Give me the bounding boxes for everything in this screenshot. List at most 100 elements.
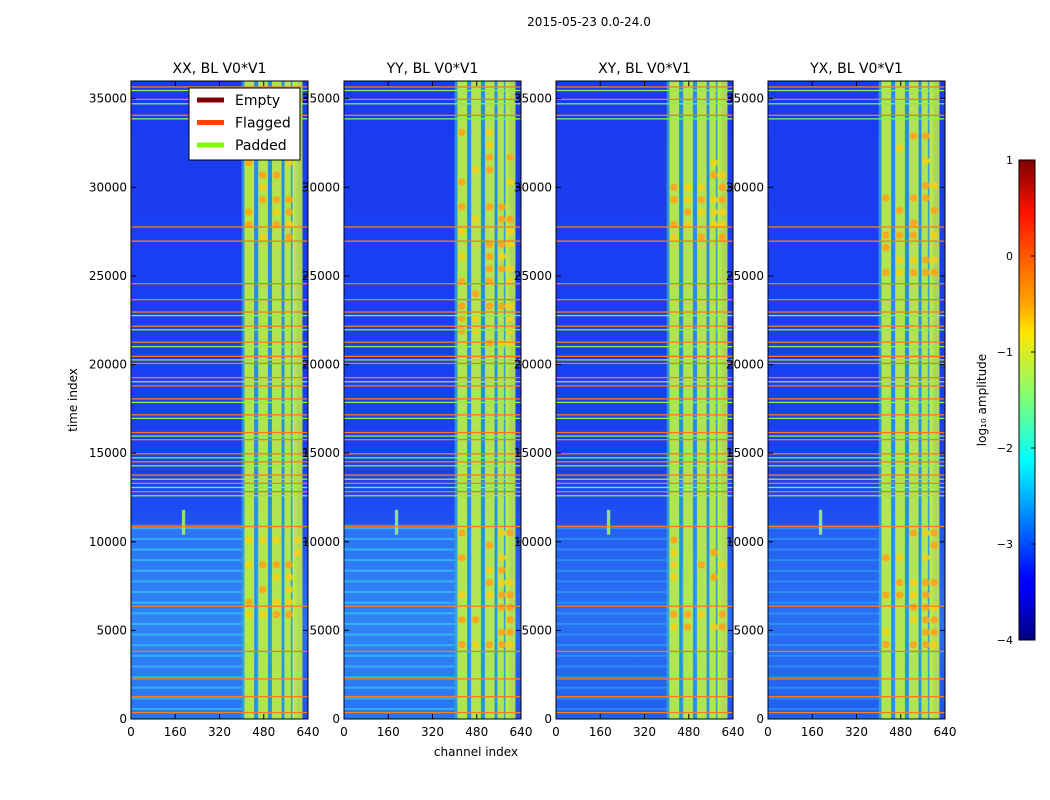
noise-stripe xyxy=(344,591,455,594)
rfi-blob xyxy=(245,536,253,544)
flagged-row xyxy=(556,329,733,331)
rfi-blob xyxy=(285,196,293,204)
y-tick-label: 35000 xyxy=(302,92,340,106)
flagged-row xyxy=(556,385,733,387)
flagged-row xyxy=(344,240,521,242)
y-tick-label: 15000 xyxy=(726,446,764,460)
rfi-blob xyxy=(697,183,706,191)
flagged-row xyxy=(131,417,308,420)
flagged-row xyxy=(344,695,521,698)
colorbar-tick-label: 0 xyxy=(1006,250,1013,263)
flagged-row xyxy=(131,329,308,331)
rfi-blob xyxy=(285,573,293,581)
lower-region-shade xyxy=(768,524,879,719)
noise-stripe xyxy=(131,676,242,679)
noise-stripe xyxy=(344,654,455,657)
flagged-row xyxy=(768,311,945,313)
colorbar: 1 0 −1 −2 −3 −4 log₁₀ amplitude xyxy=(975,154,1036,647)
rfi-column xyxy=(909,81,919,719)
rfi-blob xyxy=(458,178,466,186)
noise-stripe xyxy=(768,612,879,615)
flagged-row xyxy=(556,695,733,698)
flagged-row xyxy=(344,226,521,228)
flagged-row xyxy=(768,362,945,365)
flagged-row xyxy=(131,486,308,489)
y-tick-label: 35000 xyxy=(89,92,127,106)
y-tick-label: 5000 xyxy=(521,623,552,637)
flagged-row xyxy=(768,314,945,317)
rfi-column xyxy=(895,81,905,719)
rfi-blob xyxy=(259,196,267,204)
y-tick-label: 0 xyxy=(119,712,127,726)
flagged-row xyxy=(768,457,945,459)
flagged-row xyxy=(344,86,521,88)
rfi-blob xyxy=(930,628,938,636)
rfi-blob xyxy=(710,208,718,216)
flagged-row xyxy=(556,414,733,416)
rfi-column xyxy=(929,81,940,719)
flagged-row xyxy=(768,482,945,485)
rfi-blob xyxy=(485,541,494,549)
noise-stripe xyxy=(768,644,879,647)
flagged-row xyxy=(768,478,945,480)
rfi-blob xyxy=(245,158,253,167)
rfi-blob xyxy=(909,603,918,611)
noise-stripe xyxy=(768,601,879,604)
rfi-blob xyxy=(922,616,930,624)
rfi-blob xyxy=(930,541,938,549)
noise-stripe xyxy=(344,686,455,689)
flagged-row xyxy=(344,465,521,467)
rfi-blob xyxy=(272,208,281,216)
flagged-row xyxy=(344,486,521,489)
rfi-blob xyxy=(458,228,466,236)
noise-stripe xyxy=(768,548,879,551)
rfi-blob xyxy=(909,529,918,537)
flagged-row xyxy=(556,325,733,327)
rfi-blob xyxy=(458,327,466,335)
rfi-spike xyxy=(606,509,611,535)
panel-1: XX, BL V0*V1 0 160 320 480 640 0 5000 10000 15000… xyxy=(89,61,320,739)
flagged-row xyxy=(131,381,308,383)
rfi-blob xyxy=(922,628,930,636)
rfi-blob xyxy=(930,268,938,276)
flagged-row xyxy=(556,438,733,441)
rfi-blob xyxy=(498,554,506,562)
rfi-blob xyxy=(930,603,938,611)
rfi-column xyxy=(284,81,295,719)
flagged-row xyxy=(344,359,521,361)
noise-stripe xyxy=(131,580,242,583)
rfi-gap xyxy=(290,81,293,719)
rfi-gap xyxy=(706,81,709,719)
panel-title: YX, BL V0*V1 xyxy=(809,61,903,77)
colorbar-tick-label: −2 xyxy=(997,442,1013,455)
rfi-gap xyxy=(481,81,484,719)
rfi-blob xyxy=(498,252,506,260)
flagged-row xyxy=(344,417,521,420)
y-tick-label: 0 xyxy=(544,712,552,726)
rfi-column xyxy=(683,81,693,719)
rfi-blob xyxy=(718,183,726,191)
rfi-blob xyxy=(930,578,938,587)
noise-stripe xyxy=(556,548,667,551)
rfi-column xyxy=(921,81,932,719)
rfi-column xyxy=(471,81,481,719)
noise-stripe xyxy=(344,644,455,647)
y-tick-label: 25000 xyxy=(726,269,764,283)
noise-stripe xyxy=(768,527,879,530)
flagged-row xyxy=(768,417,945,420)
flagged-row xyxy=(556,311,733,313)
flagged-row xyxy=(344,478,521,480)
flagged-row xyxy=(556,376,733,379)
noise-stripe xyxy=(768,697,879,700)
flagged-row xyxy=(131,376,308,379)
rfi-blob xyxy=(909,591,918,599)
flagged-row xyxy=(556,435,733,437)
rfi-blob xyxy=(285,561,293,569)
rfi-blob xyxy=(458,529,466,537)
flagged-row xyxy=(344,345,521,348)
flagged-row xyxy=(556,381,733,383)
flagged-row xyxy=(768,345,945,348)
rfi-blob xyxy=(472,314,480,323)
flagged-row xyxy=(131,86,308,88)
